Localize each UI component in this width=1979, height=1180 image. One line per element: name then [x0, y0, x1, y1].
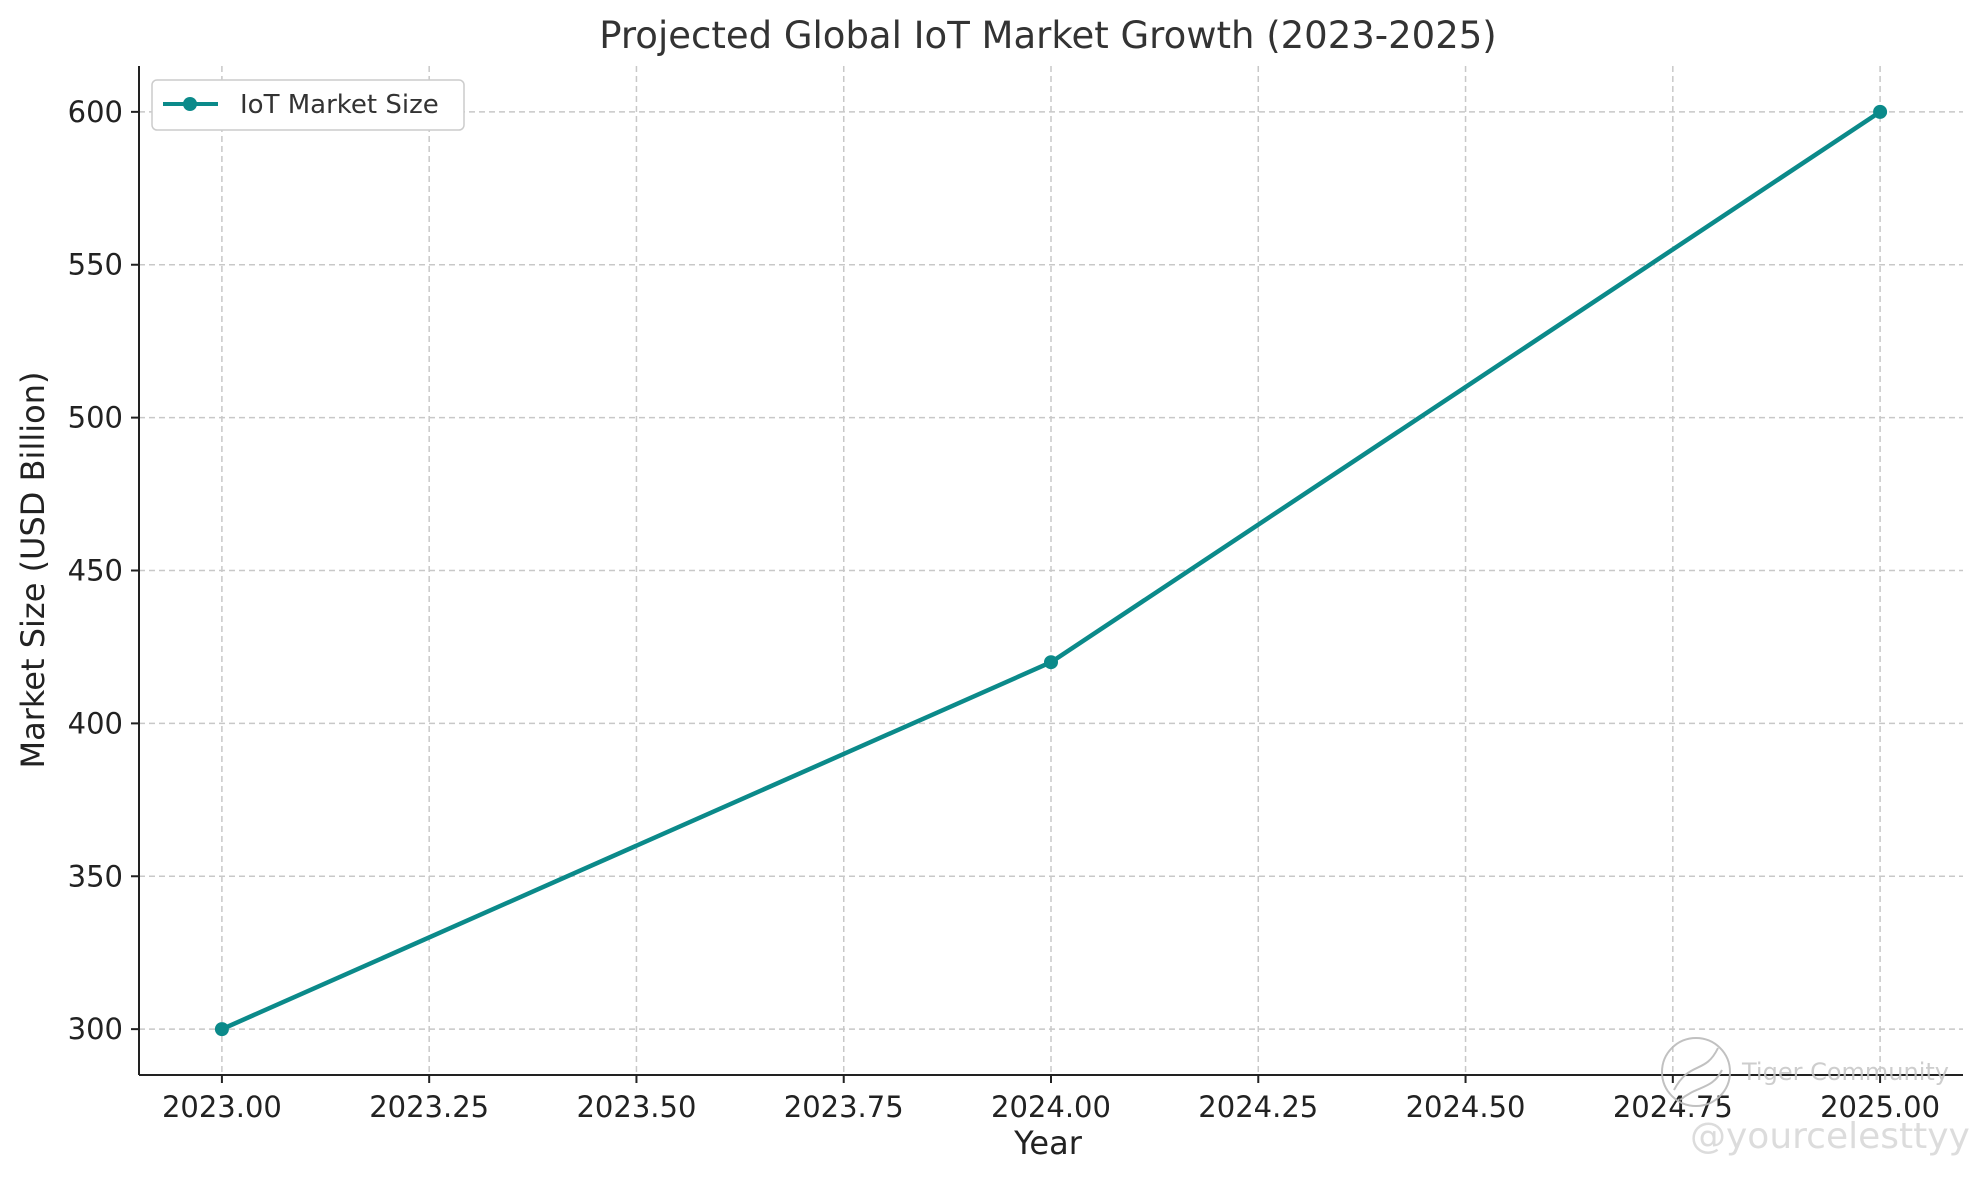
x-tick-label: 2024.50: [1406, 1090, 1526, 1124]
x-tick-label: 2023.75: [784, 1090, 904, 1124]
x-tick-label: 2024.00: [991, 1090, 1111, 1124]
legend-box: [151, 79, 465, 131]
x-tick-label: 2024.25: [1198, 1090, 1318, 1124]
legend-marker-sample: [183, 97, 197, 111]
data-point: [1044, 655, 1058, 670]
watermark-line2: @yourcelesttyy: [1690, 1116, 1970, 1157]
y-tick-label: 550: [68, 248, 123, 282]
y-axis-label: Market Size (USD Billion): [14, 372, 52, 769]
y-tick-label: 300: [68, 1012, 123, 1046]
y-tick-label: 450: [68, 554, 123, 588]
y-tick-label: 500: [68, 401, 123, 435]
data-point: [214, 1022, 229, 1037]
series-layer: [214, 104, 1888, 1037]
grid-lines: [139, 66, 1963, 1075]
x-tick-label: 2023.25: [369, 1090, 489, 1124]
legend-label: IoT Market Size: [240, 90, 439, 120]
watermark: Tiger Community @yourcelesttyy: [1661, 1037, 1970, 1157]
legend: IoT Market Size: [151, 79, 465, 131]
data-point: [1873, 104, 1888, 119]
y-axis-ticks: 300 350 400 450 500 550 600: [68, 95, 139, 1046]
y-tick-label: 600: [68, 95, 123, 129]
y-tick-label: 350: [68, 859, 123, 893]
x-tick-label: 2023.50: [576, 1090, 696, 1124]
chart-title: Projected Global IoT Market Growth (2023…: [599, 14, 1497, 57]
watermark-line1: Tiger Community: [1741, 1058, 1949, 1086]
tiger-logo-icon: [1661, 1037, 1731, 1107]
x-axis-label: Year: [1013, 1124, 1083, 1162]
x-axis-ticks: 2023.00 2023.25 2023.50 2023.75 2024.00 2024.…: [162, 1075, 1940, 1124]
x-tick-label: 2023.00: [162, 1090, 282, 1124]
y-tick-label: 400: [68, 706, 123, 740]
x-tick-label: 2025.00: [1820, 1090, 1940, 1124]
